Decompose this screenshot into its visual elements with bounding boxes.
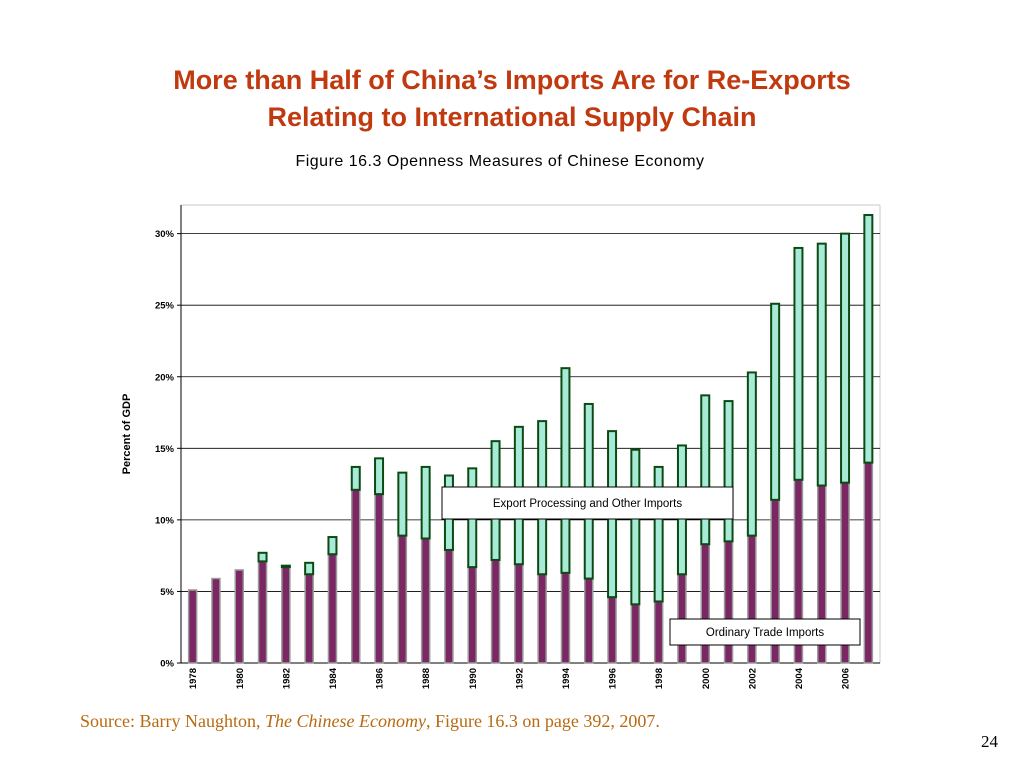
annotation-ordinary-text: Ordinary Trade Imports	[706, 627, 824, 639]
bar-ordinary-1987	[397, 534, 408, 664]
x-tick-label: 2002	[747, 668, 758, 689]
y-tick-label: 0%	[160, 659, 174, 670]
bar-ordinary-1982	[281, 566, 291, 664]
bar-processing-2006	[840, 232, 851, 484]
x-tick-label: 1996	[608, 668, 619, 689]
bar-processing-1982	[280, 564, 291, 569]
bar-processing-1984	[327, 536, 338, 556]
x-tick-label: 1988	[421, 668, 432, 689]
x-tick-label: 1982	[281, 668, 292, 689]
x-tick-label: 1986	[375, 668, 386, 689]
bar-ordinary-2007	[863, 461, 874, 664]
bar-ordinary-1996	[607, 596, 617, 664]
bar-processing-1983	[304, 561, 315, 576]
bar-processing-2000	[700, 394, 711, 546]
x-tick-label: 1998	[654, 668, 665, 689]
bar-processing-2003	[770, 302, 781, 501]
bar-processing-2005	[816, 242, 827, 487]
source-prefix: Source: Barry Naughton,	[80, 711, 265, 731]
bar-ordinary-1993	[537, 573, 547, 664]
y-tick-label: 20%	[155, 372, 175, 383]
bar-ordinary-1985	[351, 489, 361, 664]
bar-ordinary-1998	[653, 600, 664, 664]
x-tick-label: 1984	[328, 667, 339, 689]
page-number: 24	[981, 732, 998, 751]
bar-processing-1998	[653, 465, 664, 603]
source-book-title: The Chinese Economy	[264, 711, 426, 731]
annotation-processing-text: Export Processing and Other Imports	[493, 498, 682, 510]
y-tick-label: 10%	[155, 515, 175, 526]
bar-ordinary-1988	[420, 537, 431, 664]
bar-processing-2004	[793, 246, 804, 481]
bar-ordinary-1981	[257, 560, 268, 664]
bar-ordinary-1991	[490, 559, 501, 664]
source-suffix: , Figure 16.3 on page 392, 2007.	[425, 711, 660, 731]
bar-ordinary-1994	[560, 572, 571, 664]
bar-processing-1988	[420, 465, 431, 540]
slide-title-line2: Relating to International Supply Chain	[267, 102, 757, 132]
bar-processing-1985	[350, 465, 361, 491]
source-citation: Source: Barry Naughton, The Chinese Econ…	[80, 711, 660, 732]
bar-ordinary-1978	[187, 589, 198, 664]
bar-processing-2007	[863, 214, 874, 464]
bar-ordinary-1979	[211, 577, 221, 664]
x-tick-label: 1990	[468, 668, 479, 689]
bar-ordinary-1983	[304, 573, 314, 664]
bar-ordinary-1989	[444, 549, 454, 664]
y-axis-label: Percent of GDP	[121, 394, 133, 475]
y-tick-label: 30%	[155, 229, 175, 240]
slide-title-line1: More than Half of China’s Imports Are fo…	[173, 65, 851, 95]
annotation-processing-box	[441, 486, 734, 520]
bar-processing-1997	[630, 448, 641, 606]
bar-processing-1986	[374, 457, 385, 496]
x-tick-label: 2006	[841, 668, 852, 689]
figure-title: Figure 16.3 Openness Measures of Chinese…	[295, 153, 705, 170]
bar-ordinary-1986	[374, 493, 384, 664]
bar-processing-2001	[723, 400, 734, 543]
bar-processing-1981	[257, 551, 268, 563]
x-tick-label: 1978	[188, 668, 199, 689]
x-tick-label: 1980	[235, 668, 246, 689]
bar-ordinary-1997	[630, 603, 641, 664]
bar-processing-1994	[560, 367, 571, 574]
x-tick-label: 2000	[701, 668, 712, 689]
bar-processing-2002	[746, 371, 757, 537]
y-tick-label: 25%	[155, 301, 175, 312]
y-tick-label: 5%	[160, 587, 174, 598]
slide-title: More than Half of China’s Imports Are fo…	[0, 62, 1024, 136]
annotation-ordinary-box	[669, 618, 861, 646]
x-tick-label: 1992	[514, 668, 525, 689]
x-tick-label: 1994	[561, 667, 572, 689]
x-tick-label: 2004	[794, 667, 805, 689]
bar-ordinary-1990	[467, 566, 477, 664]
bar-ordinary-1995	[584, 577, 594, 664]
y-tick-label: 15%	[155, 444, 175, 455]
bar-ordinary-1984	[327, 553, 338, 664]
bar-processing-1987	[397, 471, 408, 537]
bar-ordinary-1992	[514, 563, 524, 664]
bar-ordinary-1980	[234, 569, 244, 664]
